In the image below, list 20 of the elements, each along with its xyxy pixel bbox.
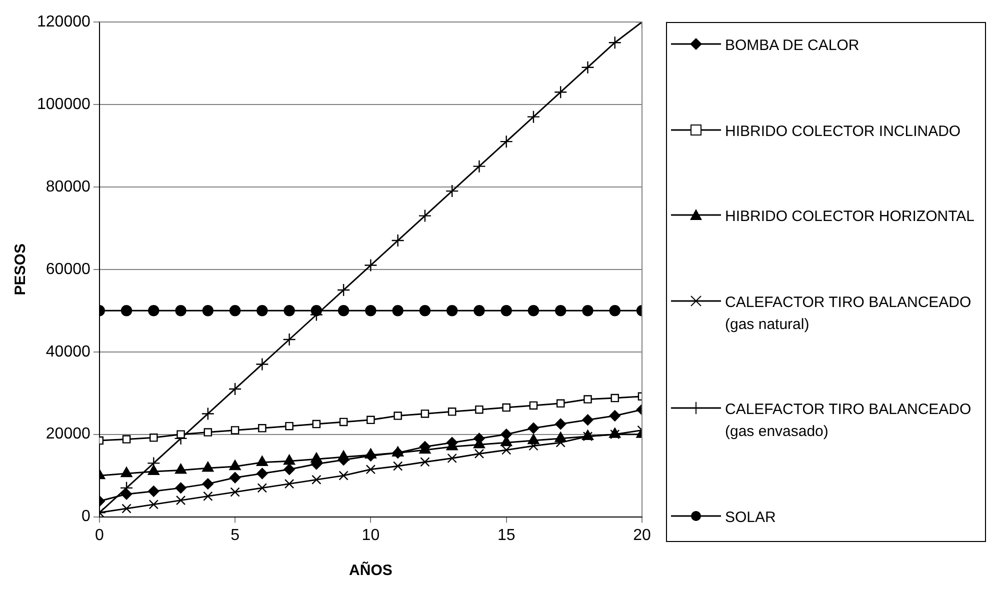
y-tick-label: 20000 — [46, 426, 90, 443]
y-tick-label: 80000 — [46, 178, 90, 196]
y-tick-label: 0 — [81, 508, 90, 526]
legend-label: BOMBA DE CALOR — [725, 36, 860, 56]
y-tick-label: 120000 — [37, 13, 90, 30]
x-tick-label: 5 — [230, 526, 240, 544]
y-tick-label: 100000 — [37, 96, 90, 113]
x-tick-label: 15 — [497, 526, 516, 544]
x-tick-label: 20 — [633, 526, 651, 544]
y-tick-label: 40000 — [46, 343, 90, 360]
legend-label: SOLAR — [725, 508, 776, 528]
x-tick-label: 10 — [362, 526, 380, 544]
legend-label: HIBRIDO COLECTOR INCLINADO — [725, 122, 961, 142]
legend-label: HIBRIDO COLECTOR HORIZONTAL — [725, 207, 974, 228]
y-axis-title: PESOS — [12, 244, 30, 296]
legend-label: CALEFACTOR TIRO BALANCEADO (gas envasado) — [725, 400, 972, 442]
legend-label: CALEFACTOR TIRO BALANCEADO (gas natural) — [725, 292, 972, 335]
x-axis-title: AÑOS — [349, 561, 392, 580]
x-tick-label: 0 — [94, 526, 104, 544]
y-tick-label: 60000 — [46, 260, 90, 278]
